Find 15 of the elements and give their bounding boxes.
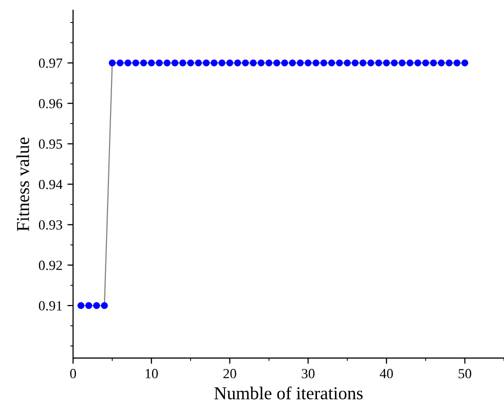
y-tick-label: 0.96 <box>38 98 62 108</box>
x-tick-label: 10 <box>146 368 158 378</box>
y-tick-label: 0.95 <box>38 139 62 149</box>
x-tick-label: 50 <box>458 368 472 378</box>
x-tick-label: 0 <box>70 368 76 378</box>
x-axis-title: Numble of iterations <box>214 386 363 400</box>
y-axis-title: Fitness value <box>16 137 30 232</box>
x-tick-label: 30 <box>302 368 315 378</box>
y-tick-label: 0.94 <box>38 180 62 190</box>
x-tick-label: 20 <box>223 368 236 378</box>
x-tick-label: 40 <box>380 368 393 378</box>
y-tick-label: 0.91 <box>38 301 62 311</box>
y-tick-label: 0.97 <box>38 58 62 68</box>
y-tick-label: 0.92 <box>38 260 62 270</box>
y-tick-label: 0.93 <box>38 220 62 230</box>
